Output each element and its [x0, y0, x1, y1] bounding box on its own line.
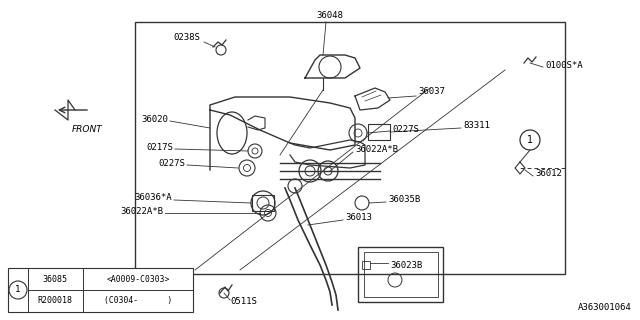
- Bar: [362, 261, 370, 269]
- Text: 36037: 36037: [418, 87, 445, 97]
- Text: A363001064: A363001064: [579, 303, 632, 312]
- Text: 36012: 36012: [535, 170, 562, 179]
- Text: 1: 1: [527, 135, 533, 145]
- Text: 36035B: 36035B: [388, 196, 420, 204]
- Text: 0238S: 0238S: [173, 34, 200, 43]
- Bar: [252, 195, 274, 211]
- Bar: [368, 124, 390, 140]
- Text: 36013: 36013: [345, 213, 372, 222]
- Bar: [364, 252, 438, 297]
- Text: 0227S: 0227S: [158, 158, 185, 167]
- Text: 36048: 36048: [317, 11, 344, 20]
- Bar: [8, 268, 193, 312]
- Text: R200018: R200018: [38, 296, 72, 305]
- Text: 36085: 36085: [42, 276, 67, 284]
- Text: 36022A*B: 36022A*B: [120, 206, 163, 215]
- Text: 0227S: 0227S: [392, 125, 419, 134]
- Text: 36022A*B: 36022A*B: [355, 146, 398, 155]
- Text: 0100S*A: 0100S*A: [545, 60, 582, 69]
- Bar: [358, 247, 443, 302]
- Text: 1: 1: [15, 285, 21, 294]
- Text: 83311: 83311: [463, 122, 490, 131]
- Bar: [135, 22, 565, 274]
- Text: 36036*A: 36036*A: [134, 194, 172, 203]
- Text: 36020: 36020: [141, 115, 168, 124]
- Text: FRONT: FRONT: [72, 125, 103, 134]
- Text: 36023B: 36023B: [390, 260, 422, 269]
- Text: 0511S: 0511S: [230, 298, 257, 307]
- Text: (C0304-      ): (C0304- ): [104, 296, 172, 305]
- Text: <A0009-C0303>: <A0009-C0303>: [106, 276, 170, 284]
- Text: 0217S: 0217S: [146, 142, 173, 151]
